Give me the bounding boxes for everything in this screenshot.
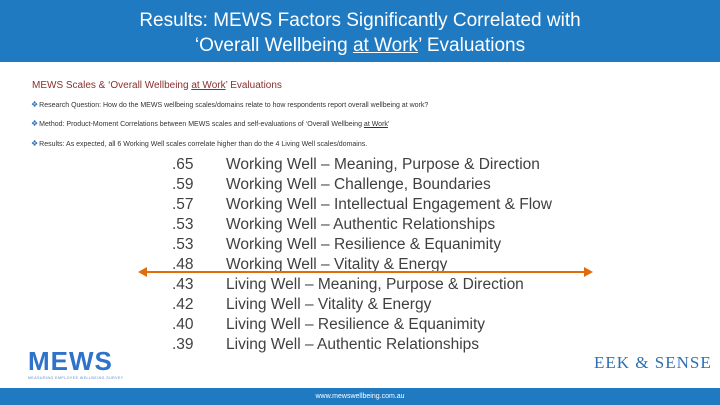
scale-label: Working Well – Intellectual Engagement &… (226, 196, 552, 213)
scale-label: Working Well – Meaning, Purpose & Direct… (226, 156, 540, 173)
scale-label: Living Well – Authentic Relationships (226, 336, 480, 353)
scale-label: Working Well – Resilience & Equanimity (226, 236, 502, 253)
correlation-value: .59 (172, 176, 194, 193)
correlation-value: .53 (172, 236, 194, 253)
bullet-suffix: ’ (387, 121, 390, 128)
scale-label: Living Well – Vitality & Energy (226, 296, 432, 313)
scale-label: Working Well – Challenge, Boundaries (226, 176, 491, 193)
arrow-left-icon (138, 267, 147, 277)
diamond-bullet-icon: ❖ (31, 119, 39, 128)
arrow-right-icon (584, 267, 593, 277)
scale-label: Living Well – Resilience & Equanimity (226, 316, 486, 333)
diamond-bullet-icon: ❖ (31, 100, 39, 109)
correlation-value: .43 (172, 276, 194, 293)
section-subtitle: MEWS Scales & ‘Overall Wellbeing at Work… (32, 80, 282, 91)
bullet-research-question: ❖Research Question: How do the MEWS well… (31, 100, 428, 109)
bullet-label: Method: (39, 121, 65, 128)
bullet-label: Research Question: (39, 102, 102, 109)
subtitle-underlined: at Work (191, 80, 226, 91)
bullet-text: As expected, all 6 Working Well scales c… (64, 141, 368, 148)
eek-and-sense-logo: EEK & SENSE (594, 353, 712, 372)
correlation-value: .48 (172, 256, 194, 273)
working-living-divider-line (145, 271, 585, 273)
mews-logo: MEWS MEASURING EMPLOYEE WELLBEING SURVEY (28, 348, 124, 380)
bullet-label: Results: (39, 141, 65, 148)
diamond-bullet-icon: ❖ (31, 139, 39, 148)
mews-logo-text: MEWS (28, 346, 113, 376)
slide-title-line-2: ‘Overall Wellbeing at Work’ Evaluations (0, 33, 720, 58)
bullet-text: How do the MEWS wellbeing scales/domains… (101, 102, 429, 109)
correlation-value: .42 (172, 296, 194, 313)
correlation-value: .57 (172, 196, 194, 213)
correlation-value: .40 (172, 316, 194, 333)
subtitle-prefix: MEWS Scales & ‘Overall Wellbeing (32, 80, 192, 91)
footer-bar: www.mewswellbeing.com.au (0, 388, 720, 405)
bullet-method: ❖Method: Product-Moment Correlations bet… (31, 119, 389, 128)
correlation-value: .53 (172, 216, 194, 233)
title-line-2-prefix: ‘Overall Wellbeing (194, 35, 353, 56)
title-line-2-underlined: at Work (352, 35, 419, 56)
title-line-2-suffix: ’ Evaluations (418, 35, 526, 56)
footer-url: www.mewswellbeing.com.au (315, 393, 405, 400)
slide-header: Results: MEWS Factors Significantly Corr… (0, 0, 720, 62)
subtitle-suffix: ’ Evaluations (225, 80, 282, 91)
correlation-value: .65 (172, 156, 194, 173)
scale-label: Working Well – Authentic Relationships (226, 216, 496, 233)
bullet-underlined: at Work (363, 121, 388, 128)
bullet-results: ❖Results: As expected, all 6 Working Wel… (31, 139, 367, 148)
bullet-text: Product-Moment Correlations between MEWS… (64, 121, 364, 128)
scale-label: Working Well – Vitality & Energy (226, 256, 448, 273)
mews-logo-tagline: MEASURING EMPLOYEE WELLBEING SURVEY (28, 376, 124, 380)
slide-title-line-1: Results: MEWS Factors Significantly Corr… (139, 10, 581, 31)
scale-label: Living Well – Meaning, Purpose & Directi… (226, 276, 524, 293)
correlation-value: .39 (172, 336, 194, 353)
